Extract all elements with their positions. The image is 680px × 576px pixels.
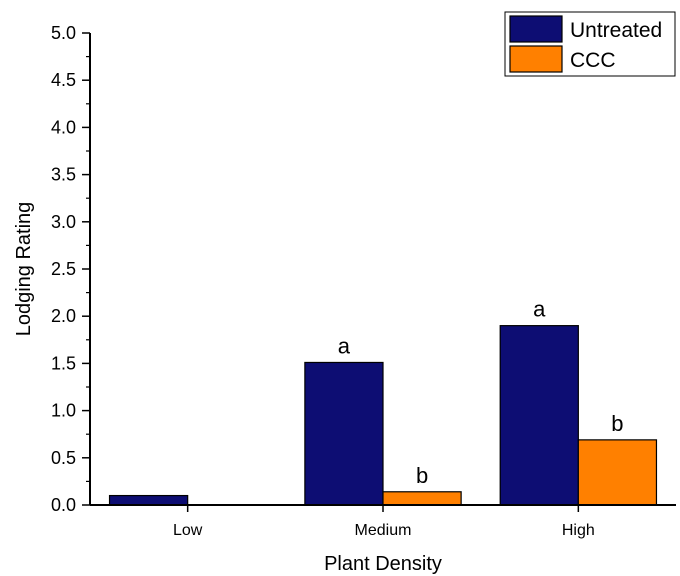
- y-axis-title: Lodging Rating: [13, 202, 35, 337]
- y-tick-label: 0.5: [51, 448, 76, 468]
- y-tick-label: 5.0: [51, 23, 76, 43]
- x-tick-label: Low: [173, 522, 203, 539]
- bar-significance-label: a: [533, 297, 546, 322]
- bar-ccc-high: [577, 439, 658, 506]
- y-tick-label: 3.5: [51, 165, 76, 185]
- bars-group: [108, 325, 658, 506]
- x-tick-label: Medium: [355, 522, 412, 539]
- y-tick-label: 4.0: [51, 117, 76, 137]
- legend: Untreated CCC: [504, 11, 676, 77]
- x-axis-title: Plant Density: [324, 553, 442, 575]
- bar-significance-label: b: [611, 411, 623, 436]
- y-tick-label: 3.0: [51, 212, 76, 232]
- y-ticks-group: 0.0 0.5 1.0 1.5 2.0 2.5 3.0 3.5 4.0 4.5 5.0: [51, 23, 90, 515]
- bar-significance-label: b: [416, 463, 428, 488]
- bar-untreated-medium: [304, 361, 384, 506]
- bar-untreated-high: [499, 325, 579, 506]
- y-tick-label: 0.0: [51, 495, 76, 515]
- y-tick-label: 1.0: [51, 401, 76, 421]
- bar-ccc-medium: [382, 491, 462, 506]
- y-tick-label: 2.5: [51, 259, 76, 279]
- legend-swatch-untreated: [509, 15, 563, 43]
- x-ticks-group: Low Medium High: [173, 505, 595, 539]
- legend-label-untreated: Untreated: [570, 19, 662, 42]
- bar-labels-group: a b a b: [338, 297, 624, 488]
- plot-area: a b a b 0.0 0.5 1.0 1.5 2.0 2.5 3.0 3.5 4.0 4.5 5.0 L…: [51, 23, 676, 539]
- y-tick-label: 4.5: [51, 70, 76, 90]
- bar-untreated-low: [108, 494, 189, 506]
- x-tick-label: High: [562, 522, 595, 539]
- y-tick-label: 2.0: [51, 306, 76, 326]
- y-tick-label: 1.5: [51, 353, 76, 373]
- legend-label-ccc: CCC: [570, 49, 616, 72]
- legend-swatch-ccc: [509, 45, 563, 73]
- bar-significance-label: a: [338, 333, 351, 358]
